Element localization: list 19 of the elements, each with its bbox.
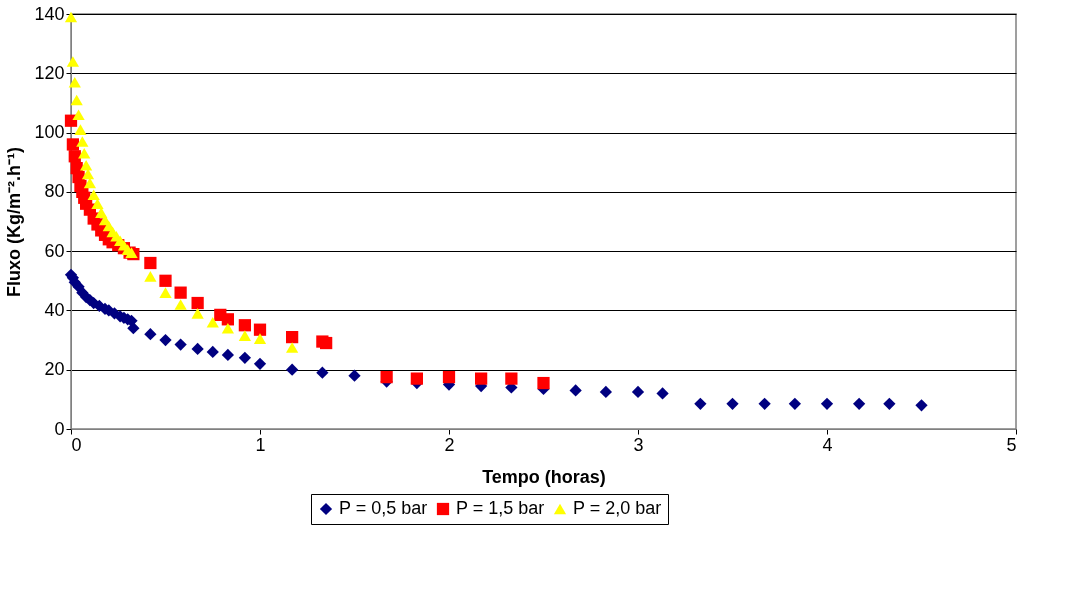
x-tick-label: 3: [633, 434, 644, 455]
y-tick-label: 140: [34, 3, 65, 24]
y-tick-label: 100: [34, 122, 65, 143]
legend-label: P = 1,5 bar: [456, 498, 545, 518]
x-tick-label: 1: [255, 434, 266, 455]
y-tick-label: 60: [44, 240, 65, 261]
y-axis-title: Fluxo (Kg/m⁻².h⁻¹): [4, 147, 25, 297]
y-tick-label: 120: [34, 62, 65, 83]
x-axis-title: Tempo (horas): [482, 466, 606, 487]
x-tick-label: 4: [822, 434, 833, 455]
x-tick-label: 2: [444, 434, 455, 455]
y-tick-label: 40: [44, 299, 65, 320]
x-tick-label: 5: [1006, 434, 1017, 455]
y-tick-label: 80: [44, 181, 65, 202]
legend-label: P = 0,5 bar: [339, 498, 428, 518]
y-tick-label: 20: [44, 359, 65, 380]
y-tick-label: 0: [54, 418, 65, 439]
x-tick-label: 0: [71, 434, 82, 455]
legend-label: P = 2,0 bar: [573, 498, 662, 518]
